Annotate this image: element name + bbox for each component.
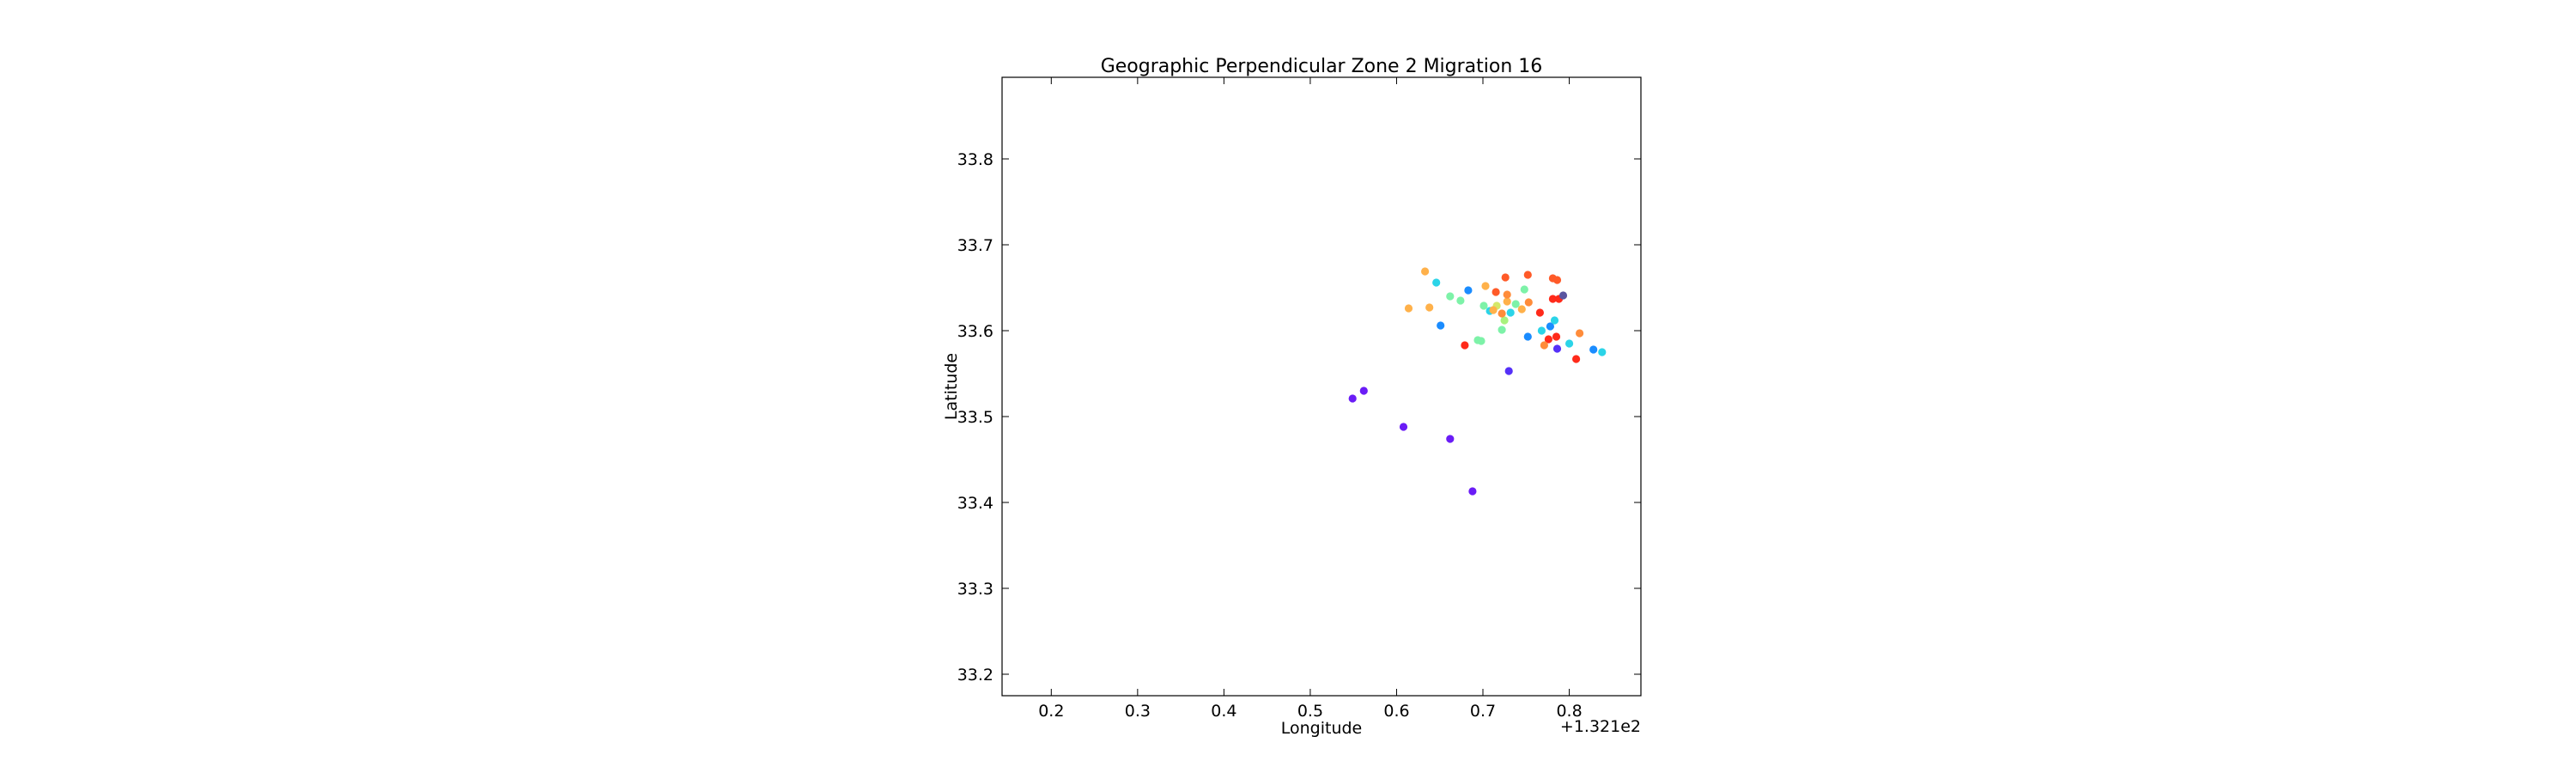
scatter-point bbox=[1503, 290, 1511, 299]
chart-title: Geographic Perpendicular Zone 2 Migratio… bbox=[1101, 56, 1543, 77]
scatter-point bbox=[1511, 300, 1520, 308]
scatter-point bbox=[1437, 321, 1445, 330]
x-tick-label: 0.3 bbox=[1125, 702, 1151, 721]
x-tick-label: 0.6 bbox=[1383, 702, 1409, 721]
x-tick-label: 0.2 bbox=[1038, 702, 1064, 721]
scatter-point bbox=[1504, 367, 1513, 375]
scatter-point bbox=[1503, 297, 1511, 306]
x-tick-label: 0.5 bbox=[1297, 702, 1323, 721]
scatter-point bbox=[1540, 341, 1548, 350]
scatter-point bbox=[1572, 355, 1581, 363]
scatter-point bbox=[1425, 303, 1434, 312]
y-axis-title: Latitude bbox=[942, 353, 961, 420]
y-tick-label: 33.8 bbox=[957, 150, 993, 169]
y-axis: 33.2 33.3 33.4 33.5 33.6 33.7 33.8 bbox=[957, 150, 1641, 685]
scatter-point bbox=[1404, 304, 1413, 313]
scatter-point bbox=[1456, 296, 1465, 305]
y-tick-label: 33.7 bbox=[957, 236, 993, 255]
scatter-point bbox=[1500, 316, 1509, 325]
scatter-point bbox=[1517, 305, 1526, 313]
scatter-point bbox=[1589, 345, 1598, 354]
scatter-point bbox=[1552, 332, 1561, 341]
scatter-point bbox=[1399, 423, 1408, 431]
points-layer bbox=[1348, 267, 1607, 496]
scatter-point bbox=[1498, 326, 1506, 334]
scatter-point bbox=[1481, 282, 1490, 290]
y-tick-label: 33.5 bbox=[957, 408, 993, 427]
x-tick-label: 0.7 bbox=[1470, 702, 1496, 721]
scatter-point bbox=[1348, 394, 1357, 403]
scatter-point bbox=[1524, 298, 1533, 307]
scatter-point bbox=[1461, 341, 1469, 350]
scatter-point bbox=[1446, 292, 1455, 301]
scatter-point bbox=[1432, 278, 1441, 287]
scatter-point bbox=[1544, 335, 1552, 344]
y-tick-label: 33.6 bbox=[957, 322, 993, 341]
scatter-point bbox=[1598, 348, 1607, 356]
y-tick-label: 33.4 bbox=[957, 494, 993, 513]
scatter-point bbox=[1523, 332, 1532, 341]
y-tick-label: 33.2 bbox=[957, 666, 993, 685]
scatter-point bbox=[1552, 276, 1562, 284]
scatter-point bbox=[1506, 308, 1515, 317]
scatter-point bbox=[1489, 306, 1498, 314]
scatter-point bbox=[1501, 273, 1510, 282]
scatter-point bbox=[1446, 435, 1455, 443]
scatter-point bbox=[1548, 295, 1557, 303]
plot-area bbox=[1002, 77, 1641, 696]
plot-frame bbox=[1001, 76, 1642, 697]
x-axis: 0.2 0.3 0.4 0.5 0.6 0.7 0.8 bbox=[1038, 77, 1583, 721]
scatter-point bbox=[1523, 271, 1532, 279]
x-tick-label: 0.4 bbox=[1211, 702, 1236, 721]
scatter-point bbox=[1546, 322, 1554, 331]
y-tick-label: 33.3 bbox=[957, 580, 993, 599]
scatter-point bbox=[1498, 309, 1506, 318]
scatter-point bbox=[1464, 286, 1473, 295]
scatter-point bbox=[1576, 329, 1584, 338]
x-tick-label: 0.8 bbox=[1556, 702, 1582, 721]
scatter-point bbox=[1550, 316, 1559, 325]
scatter-point bbox=[1492, 288, 1500, 296]
scatter-point bbox=[1477, 337, 1485, 345]
scatter-point bbox=[1421, 267, 1430, 276]
scatter-point bbox=[1479, 301, 1488, 310]
scatter-point bbox=[1565, 339, 1574, 348]
x-offset-label: +1.321e2 bbox=[1560, 717, 1641, 736]
scatter-point bbox=[1558, 291, 1568, 300]
scatter-point bbox=[1535, 308, 1544, 317]
scatter-point bbox=[1468, 487, 1477, 496]
scatter-point bbox=[1520, 285, 1528, 294]
scatter-point bbox=[1359, 386, 1368, 395]
scatter-point bbox=[1537, 326, 1546, 335]
x-axis-title: Longitude bbox=[1281, 719, 1363, 738]
scatter-point bbox=[1552, 344, 1562, 353]
